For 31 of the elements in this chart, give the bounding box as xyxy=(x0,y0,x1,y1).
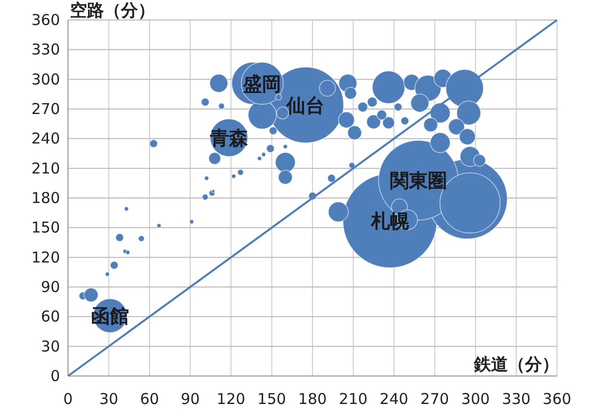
y-tick-label: 90 xyxy=(40,278,60,296)
x-tick-label: 300 xyxy=(461,390,490,408)
y-tick-label: 30 xyxy=(40,337,60,356)
y-tick-label: 60 xyxy=(40,308,60,326)
y-tick-label: 240 xyxy=(31,130,60,148)
y-tick-label: 330 xyxy=(31,40,60,59)
y-tick-label: 360 xyxy=(31,11,60,29)
y-tick-label: 150 xyxy=(31,218,60,237)
annotation: 関東圏 xyxy=(390,170,447,192)
x-axis-title: 鉄道（分） xyxy=(473,355,559,375)
x-tick-label: 210 xyxy=(338,390,368,408)
x-tick-label: 330 xyxy=(502,390,531,408)
y-axis-title: 空路（分） xyxy=(70,1,155,21)
annotation: 仙台 xyxy=(286,95,325,118)
x-tick-label: 240 xyxy=(380,390,408,408)
annotation: 盛岡 xyxy=(242,73,282,96)
y-tick-label: 270 xyxy=(31,100,60,118)
y-tick-label: 180 xyxy=(31,189,60,207)
x-tick-label: 90 xyxy=(180,390,200,408)
y-tick-label: 0 xyxy=(50,367,60,385)
x-tick-label: 120 xyxy=(216,390,246,408)
x-tick-label: 150 xyxy=(257,390,286,408)
x-tick-label: 30 xyxy=(99,390,118,408)
y-tick-label: 210 xyxy=(31,159,60,178)
y-tick-label: 120 xyxy=(31,248,60,266)
x-tick-label: 180 xyxy=(298,390,327,408)
x-tick-label: 270 xyxy=(420,390,450,408)
y-tick-label: 300 xyxy=(31,70,60,88)
x-tick-label: 0 xyxy=(63,390,73,408)
x-tick-label: 60 xyxy=(140,390,160,408)
x-tick-label: 360 xyxy=(542,390,572,408)
